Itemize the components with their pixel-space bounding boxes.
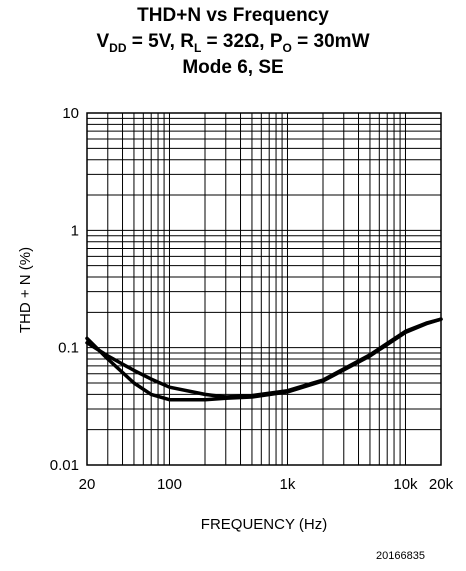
grid [86,113,442,466]
y-tick-label: 0.01 [50,457,79,474]
x-axis-label: FREQUENCY (Hz) [201,516,327,533]
po-subscript: O [282,41,292,55]
chart-title: THD+N vs Frequency [137,5,329,26]
x-tick-labels: 20 100 1k 10k 20k [79,476,454,493]
y-tick-label: 1 [71,222,79,239]
chart-mode: Mode 6, SE [182,57,284,78]
chart-conditions: VDD = 5V, RL = 32Ω, PO = 30mW [0,30,466,55]
vdd-label: V [96,31,110,52]
rl-value: = 32Ω, P [201,31,283,52]
y-tick-labels: 0.01 0.1 1 10 [50,105,79,474]
x-tick-label: 10k [393,476,418,493]
y-tick-label: 0.1 [58,340,79,357]
x-tick-label: 20k [429,476,454,493]
rl-subscript: L [193,41,202,55]
series-group [85,317,443,402]
y-tick-label: 10 [62,105,79,122]
x-tick-label: 1k [280,476,296,493]
po-value: = 30mW [291,31,370,52]
x-tick-label: 20 [79,476,96,493]
vdd-value: = 5V, R [126,31,194,52]
x-tick-label: 100 [157,476,182,493]
thd-series-line-2 [85,317,443,399]
plot-frame [86,112,442,466]
y-axis-label: THD + N (%) [17,247,34,333]
figure-number: 20166835 [376,550,425,562]
vdd-subscript: DD [109,41,127,55]
